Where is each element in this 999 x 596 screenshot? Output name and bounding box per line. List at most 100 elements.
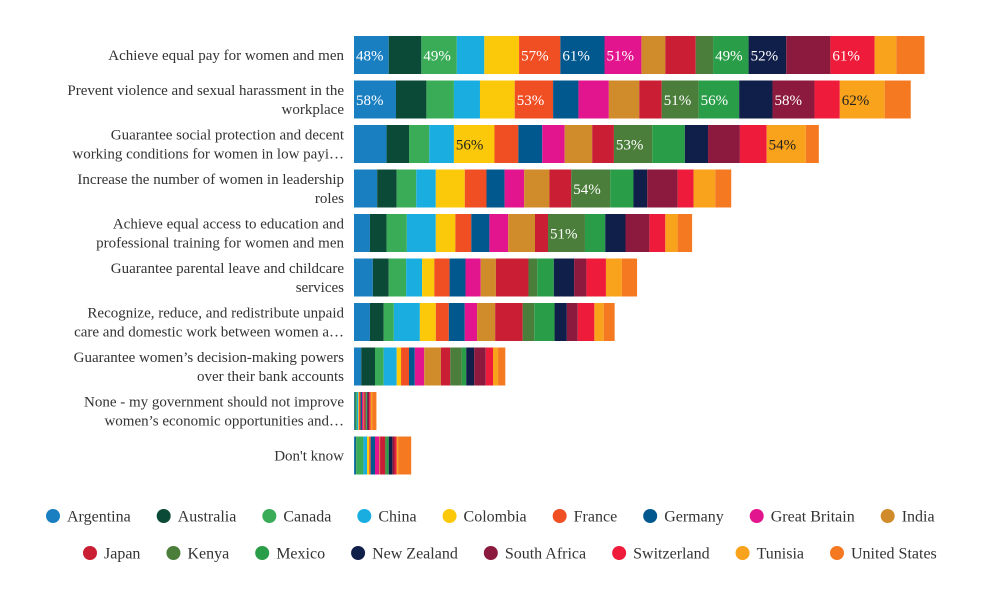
bar-segment-japan	[364, 392, 366, 430]
bar-segment-mexico	[652, 125, 685, 163]
bar-segment-mexico	[366, 392, 368, 430]
bar-segment-china	[453, 80, 480, 119]
bar-segment-germany	[360, 392, 362, 430]
bar-segment-kenya	[385, 436, 387, 475]
legend-marker-mexico	[255, 546, 270, 560]
bar-segment-germany	[486, 169, 505, 208]
bar-segment-tunisia	[605, 258, 622, 297]
legend-marker-australia	[156, 509, 171, 523]
bar-segment-mexico	[461, 347, 467, 386]
bar-segment-france	[455, 214, 472, 252]
bar-segment-great-britain	[361, 392, 364, 430]
bar-segment-kenya	[661, 80, 699, 119]
bar-segment-united-states	[805, 125, 819, 163]
bar-segment-france	[494, 125, 519, 163]
bar-segment-canada	[383, 303, 394, 341]
bar-segment-new-zealand	[633, 169, 648, 208]
bar-segment-colombia	[484, 36, 520, 74]
bar-segment-new-zealand	[553, 258, 575, 297]
bar-segment-germany	[409, 347, 415, 386]
bar-segment-colombia	[435, 214, 456, 252]
legend-marker-kenya	[166, 546, 181, 560]
bar-segment-australia	[355, 436, 357, 475]
legend-marker-new-zealand	[351, 546, 366, 560]
bar-segment-japan	[592, 125, 614, 163]
bar-segment-switzerland	[485, 347, 494, 386]
bar-segment-india	[508, 214, 535, 252]
legend-marker-colombia	[442, 509, 457, 523]
legend-label-south-africa: South Africa	[505, 546, 586, 563]
bar-segment-great-britain	[375, 436, 380, 475]
bar-segment-argentina	[354, 258, 373, 297]
bar-segment-china	[363, 436, 368, 475]
bar-segment-france	[434, 258, 450, 297]
bar-segment-united-states	[677, 214, 693, 252]
legend-label-mexico: Mexico	[276, 546, 325, 563]
bar-segment-france	[519, 36, 561, 74]
bar-segment-japan	[495, 258, 529, 297]
data-label: 56%	[456, 138, 484, 154]
data-label: 52%	[751, 49, 779, 65]
bar-segment-australia	[388, 36, 422, 74]
bar-segment-argentina	[354, 214, 370, 252]
bar-segment-canada	[375, 347, 384, 386]
bar-segment-mexico	[698, 80, 740, 119]
bar-segment-japan	[440, 347, 451, 386]
bar-segment-south-africa	[708, 125, 740, 163]
bar-segment-united-states	[398, 436, 412, 475]
bar-segment-south-africa	[392, 436, 395, 475]
bar-segment-united-states	[603, 303, 615, 341]
bar-segment-mexico	[386, 436, 389, 475]
bar-segment-switzerland	[739, 125, 767, 163]
legend-label-new-zealand: New Zealand	[372, 546, 458, 563]
category-label: Increase the number of women in leadersh…	[77, 172, 344, 207]
bar-segment-new-zealand	[367, 392, 368, 430]
bar-segment-india	[524, 169, 550, 208]
data-label: 57%	[521, 49, 549, 65]
bar-segment-colombia	[367, 436, 370, 475]
bar-segment-great-britain	[464, 303, 478, 341]
bar-segment-canada	[356, 436, 364, 475]
bar-segment-canada	[409, 125, 430, 163]
bar-segment-australia	[395, 80, 427, 119]
bar-segment-tunisia	[594, 303, 604, 341]
legend-label-argentina: Argentina	[67, 509, 131, 526]
bar-segment-china	[429, 125, 454, 163]
bar-segment-switzerland	[586, 258, 606, 297]
bar-segment-china	[383, 347, 397, 386]
legend-label-japan: Japan	[104, 546, 140, 563]
legend-label-kenya: Kenya	[187, 546, 229, 563]
legend-label-france: France	[574, 509, 618, 526]
bar-segment-argentina	[354, 303, 370, 341]
bar-segment-argentina	[354, 125, 387, 163]
bar-segment-tunisia	[874, 36, 897, 74]
bar-segment-colombia	[358, 392, 360, 430]
legend-label-australia: Australia	[178, 509, 237, 526]
bar-segment-australia	[369, 214, 387, 252]
category-label: Guarantee parental leave and childcare se…	[111, 261, 345, 296]
bar-segment-mexico	[610, 169, 634, 208]
bar-segment-mexico	[534, 303, 555, 341]
data-label: 62%	[842, 93, 870, 109]
bar-segment-tunisia	[665, 214, 678, 252]
category-label: Achieve equal access to education and pro…	[96, 217, 344, 252]
bar-segment-new-zealand	[554, 303, 567, 341]
bar-segment-switzerland	[677, 169, 694, 208]
data-label: 58%	[356, 93, 384, 109]
bar-segment-mexico	[584, 214, 606, 252]
legend-marker-germany	[643, 509, 658, 523]
bar-segment-germany	[471, 214, 490, 252]
bar-segment-china	[393, 303, 420, 341]
bar-segment-canada	[396, 169, 417, 208]
legend-label-india: India	[902, 509, 935, 526]
legend-label-great-britain: Great Britain	[771, 509, 855, 526]
legend-marker-switzerland	[612, 546, 627, 560]
data-label: 61%	[832, 49, 860, 65]
bar-segment-canada	[426, 80, 454, 119]
data-labels: 48% 49% 57% 61% 51% 49% 52% 61% 58% 53% 51% 56% 58% 6…	[356, 49, 869, 243]
bar-segment-france	[359, 392, 361, 430]
bar-segment-united-states	[372, 392, 377, 430]
legend: Argentina Australia Canada China Colombia Fra…	[46, 509, 937, 563]
legend-marker-south-africa	[483, 546, 498, 560]
bar-segment-switzerland	[814, 80, 840, 119]
